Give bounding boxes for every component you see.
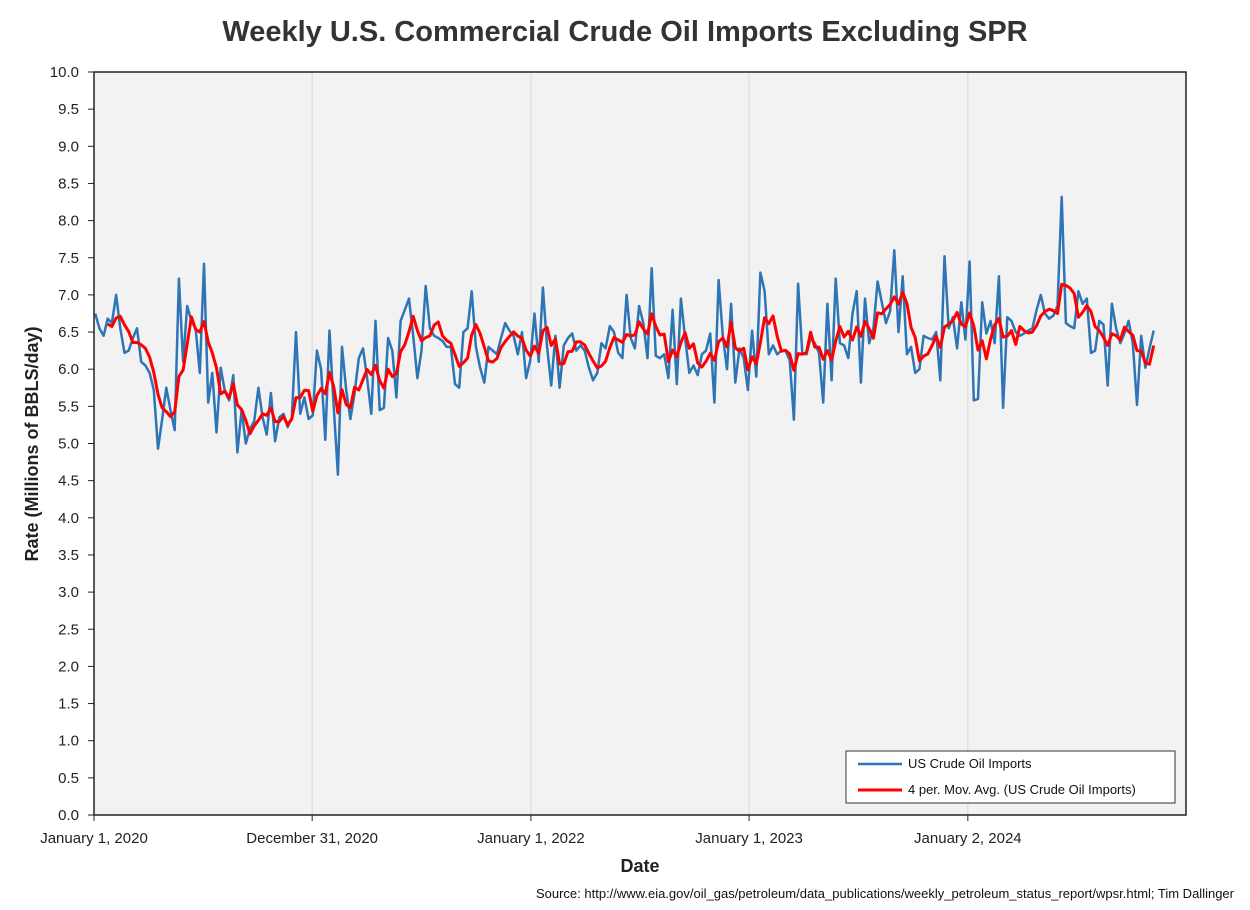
- source-note: Source: http://www.eia.gov/oil_gas/petro…: [535, 886, 1234, 901]
- y-tick-label: 6.5: [58, 324, 79, 341]
- y-tick-label: 4.5: [58, 473, 79, 490]
- y-tick-label: 8.0: [58, 213, 79, 230]
- y-axis-ticks: 0.0 0.5 1.0 1.5 2.0 2.5 3.0 3.5 4.0 4.5 5.0 5.5 6.0 6…: [50, 64, 94, 824]
- y-tick-label: 8.5: [58, 175, 79, 192]
- y-tick-label: 5.0: [58, 436, 79, 453]
- x-axis-label: Date: [620, 856, 659, 876]
- y-tick-label: 4.0: [58, 510, 79, 527]
- legend-label-imports: US Crude Oil Imports: [908, 756, 1032, 771]
- legend: US Crude Oil Imports 4 per. Mov. Avg. (U…: [845, 750, 1176, 804]
- y-tick-label: 1.5: [58, 696, 79, 713]
- plot-area: [94, 72, 1186, 815]
- y-tick-label: 2.0: [58, 658, 79, 675]
- legend-label-moving-average: 4 per. Mov. Avg. (US Crude Oil Imports): [908, 782, 1136, 797]
- y-tick-label: 10.0: [50, 64, 79, 81]
- y-tick-label: 5.5: [58, 398, 79, 415]
- x-gridlines: [311, 72, 969, 815]
- y-axis-label: Rate (Millions of BBLS/day): [22, 326, 42, 561]
- series-line-imports: [93, 195, 1155, 476]
- y-tick-label: 3.0: [58, 584, 79, 601]
- x-tick-label: January 1, 2023: [695, 830, 803, 847]
- y-tick-label: 6.0: [58, 361, 79, 378]
- y-tick-label: 7.0: [58, 287, 79, 304]
- series-layer: [93, 195, 1156, 476]
- y-tick-label: 1.0: [58, 733, 79, 750]
- chart-title: Weekly U.S. Commercial Crude Oil Imports…: [222, 16, 1028, 48]
- y-tick-label: 9.5: [58, 101, 79, 118]
- x-tick-label: January 1, 2022: [477, 830, 585, 847]
- legend-box: [845, 750, 1176, 804]
- x-axis-ticks: January 1, 2020 December 31, 2020 January …: [40, 815, 1022, 847]
- y-tick-label: 0.0: [58, 807, 79, 824]
- x-tick-label: December 31, 2020: [246, 830, 378, 847]
- series-line-moving-average: [106, 282, 1156, 436]
- x-tick-label: January 1, 2020: [40, 830, 148, 847]
- plot-border: [93, 71, 1187, 816]
- y-tick-label: 9.0: [58, 138, 79, 155]
- y-tick-label: 3.5: [58, 547, 79, 564]
- y-tick-label: 2.5: [58, 621, 79, 638]
- y-tick-label: 0.5: [58, 770, 79, 787]
- x-tick-label: January 2, 2024: [914, 830, 1022, 847]
- y-tick-label: 7.5: [58, 250, 79, 267]
